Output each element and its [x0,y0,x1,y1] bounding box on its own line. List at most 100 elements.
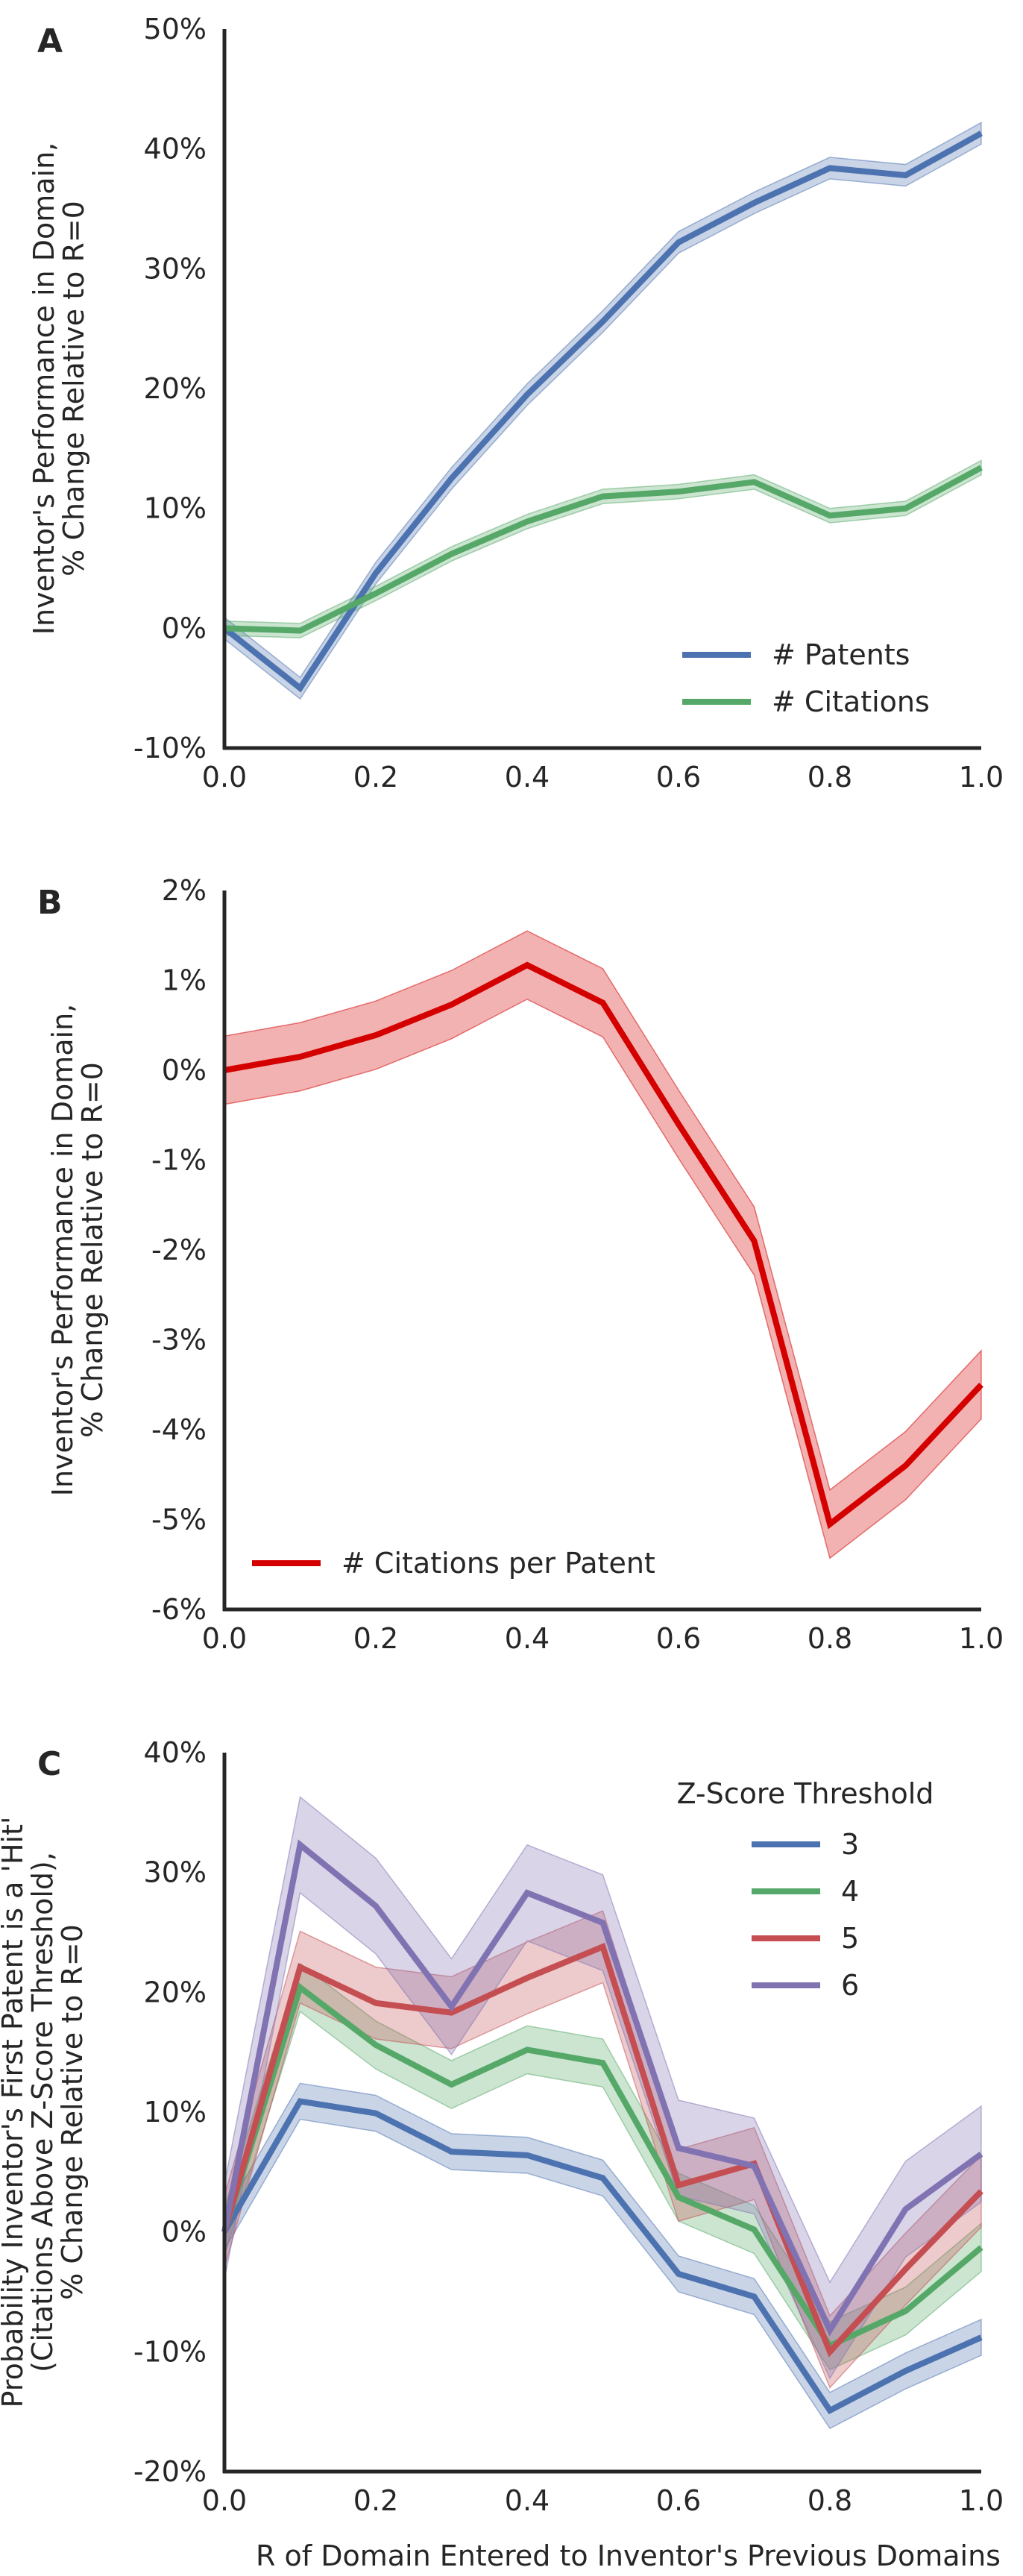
data-point [525,1976,529,1980]
legend-label: 5 [841,1922,859,1955]
data-point [525,2153,529,2158]
data-point [601,2061,605,2065]
y-tick-label: 40% [144,1736,207,1769]
data-point [525,963,529,967]
y-tick-label: 30% [144,252,207,285]
panel-c: C 0.0 0.2 0.4 0.6 0.8 1.0 -20% -10% 0% 10% 20% 30% 40… [0,1736,1004,2572]
data-point [298,1985,303,1990]
data-point [904,2266,908,2271]
data-point [374,1904,378,1909]
data-point [752,480,757,484]
x-tick-label: 0.6 [656,2484,701,2517]
data-point [450,1002,454,1007]
y-tick-label: -5% [151,1504,207,1536]
data-point [979,1383,983,1387]
y-axis-label: (Citations Above Z-Score Threshold), [26,1852,59,2372]
legend-title: Z-Score Threshold [677,1777,934,1810]
data-point [676,489,681,494]
data-point [374,1033,378,1037]
data-point [979,465,983,470]
y-axis-label: % Change Relative to R=0 [56,1924,89,2300]
y-tick-label: 2% [162,874,207,907]
data-point [450,2149,454,2154]
y-axis-label: % Change Relative to R=0 [76,1062,109,1438]
data-point [676,2272,681,2276]
x-tick-label: 0.4 [505,761,550,794]
data-point [601,2176,605,2180]
data-point [450,2005,454,2009]
data-point [525,2047,529,2052]
series-line [221,1982,983,2350]
legend-label: 4 [841,1875,859,1908]
series-band [224,122,982,700]
y-axis-label: Inventor's Performance in Domain, [28,142,60,635]
legend-label: 3 [841,1828,859,1861]
x-tick-label: 0.4 [505,2484,550,2517]
data-point [525,519,529,524]
data-point [828,1522,832,1527]
y-tick-label: -6% [151,1593,207,1626]
series-line [221,1839,983,2337]
series-band [224,1910,982,2389]
panel-a: A 0.0 0.2 0.4 0.6 0.8 1.0 -10% 0% 10% 20% 30% 40% 50%… [28,13,1004,794]
data-point [904,1463,908,1468]
data-point [601,319,605,324]
y-tick-label: 50% [144,13,207,45]
series-line [221,1942,983,2357]
panel-label: B [37,884,63,922]
data-point [676,1122,681,1126]
panel-label: C [37,1745,61,1783]
y-tick-label: -10% [133,732,207,764]
data-point [601,1920,605,1925]
y-tick-label: -3% [151,1324,207,1357]
data-point [298,1843,303,1847]
data-point [752,2164,757,2168]
y-tick-label: 30% [144,1856,207,1889]
data-point [979,2189,983,2193]
data-point [374,2043,378,2047]
data-point [979,2335,983,2340]
x-tick-label: 1.0 [959,761,1004,794]
data-point [298,686,303,691]
series-line [224,961,983,1530]
x-tick-label: 0.0 [202,1622,247,1655]
x-tick-label: 0.2 [353,1622,398,1655]
x-tick-label: 0.8 [808,1622,852,1655]
x-tick-label: 0.4 [505,1622,550,1655]
data-point [828,166,832,170]
series-line [222,131,983,693]
y-tick-label: 20% [144,372,207,405]
data-point [450,2082,454,2087]
y-tick-label: -10% [133,2335,207,2368]
data-point [828,2408,832,2413]
data-point [676,2195,681,2199]
panel-label: A [37,22,63,60]
data-point [752,1239,757,1243]
data-point [676,2146,681,2150]
y-axis-label: Probability Inventor's First Patent is a… [0,1817,29,2408]
data-point [904,2369,908,2373]
data-point [374,2111,378,2116]
y-tick-label: 10% [144,492,207,525]
data-point [374,2001,378,2005]
data-point [676,240,681,245]
y-tick-label: 1% [162,964,207,997]
series-band [224,459,982,638]
x-tick-label: 0.2 [353,761,398,794]
data-point [979,2246,983,2250]
x-tick-label: 0.0 [202,2484,247,2517]
data-point [601,494,605,499]
data-point [904,173,908,178]
data-point [676,2183,681,2187]
series-band [224,930,982,1559]
y-axis-label: Inventor's Performance in Domain, [46,1004,79,1496]
data-point [828,513,832,518]
data-point [828,2349,832,2354]
data-point [450,477,454,481]
data-point [374,571,378,575]
legend-label: # Citations per Patent [341,1547,655,1580]
panel-b: B 0.0 0.2 0.4 0.6 0.8 1.0 -6% -5% -4% -3% -2% -1% 0% 1… [37,874,1004,1655]
y-tick-label: 0% [162,612,207,644]
data-point [525,1891,529,1895]
